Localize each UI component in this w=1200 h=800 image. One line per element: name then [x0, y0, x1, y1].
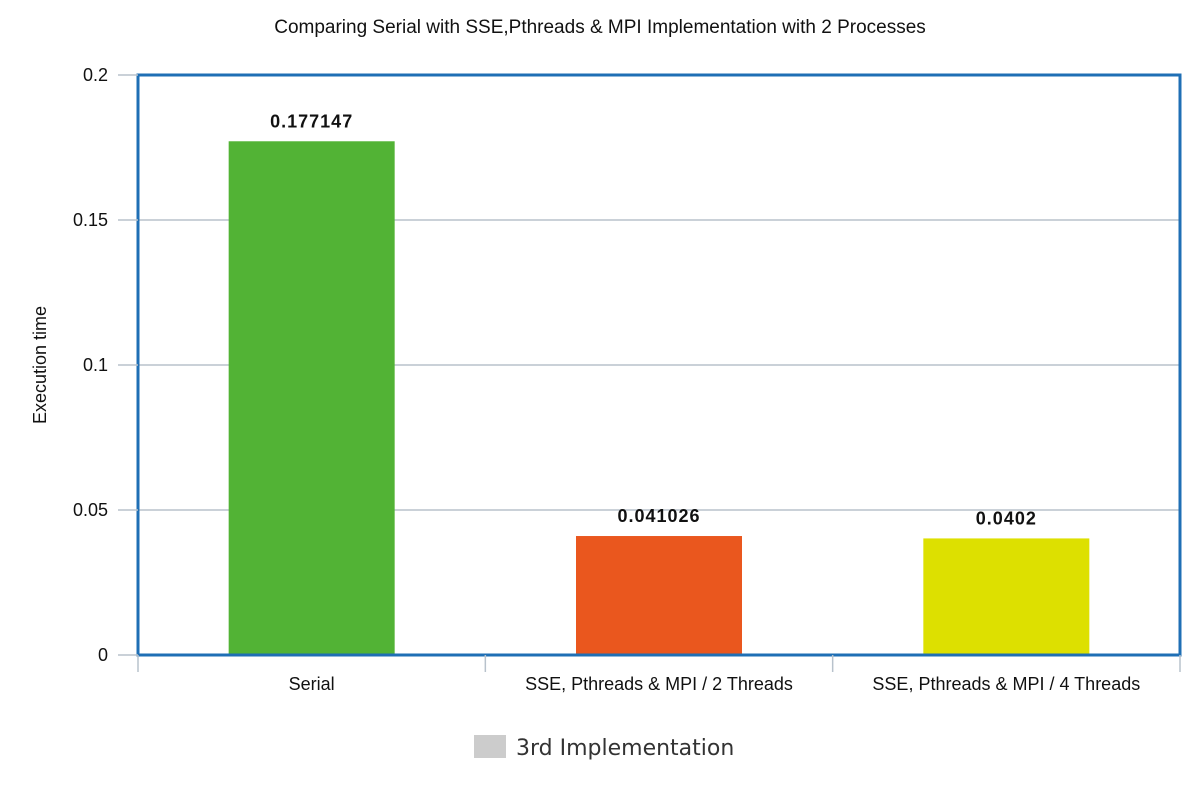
chart-title: Comparing Serial with SSE,Pthreads & MPI… — [274, 17, 926, 38]
bar[interactable] — [576, 536, 742, 655]
y-tick-label: 0.1 — [83, 355, 108, 375]
y-tick-label: 0.05 — [73, 500, 108, 520]
data-label: 0.177147 — [270, 111, 353, 131]
x-tick-label: SSE, Pthreads & MPI / 2 Threads — [525, 674, 793, 694]
data-label: 0.0402 — [976, 508, 1037, 528]
data-labels-layer: 0.177147 0.041026 0.0402 — [270, 111, 1037, 528]
legend-swatch — [474, 735, 506, 758]
x-tick-label: Serial — [289, 674, 335, 694]
legend[interactable]: 3rd Implementation — [474, 735, 734, 761]
axis-layer: 0 0.05 0.1 0.15 0.2 Serial SSE, Pthreads & MPI… — [73, 65, 1181, 694]
y-tick-label: 0.15 — [73, 210, 108, 230]
bar[interactable] — [228, 141, 395, 656]
legend-label: 3rd Implementation — [516, 736, 734, 761]
x-tick-label: SSE, Pthreads & MPI / 4 Threads — [872, 674, 1140, 694]
bars-layer — [228, 141, 1090, 656]
y-tick-label: 0.2 — [83, 65, 108, 85]
y-axis-title: Execution time — [30, 306, 50, 424]
data-label: 0.041026 — [617, 506, 700, 526]
bar[interactable] — [923, 538, 1090, 655]
y-tick-label: 0 — [98, 645, 108, 665]
